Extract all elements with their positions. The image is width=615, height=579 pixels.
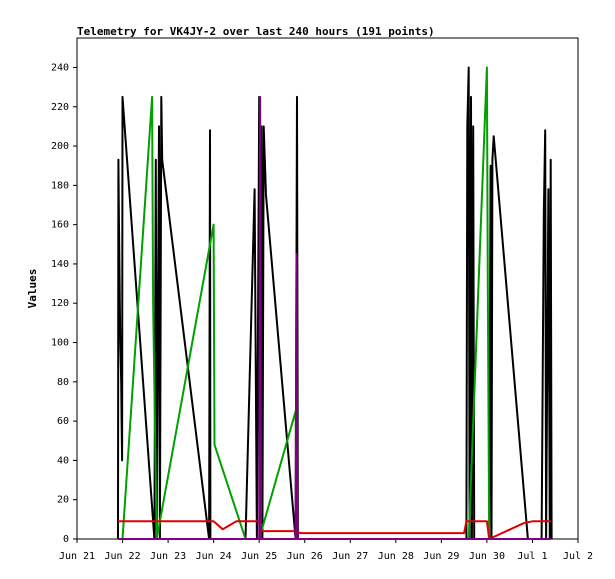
series-line-3 (118, 520, 551, 540)
y-tick-label: 80 (57, 377, 69, 388)
series-line-4 (118, 95, 551, 540)
x-tick-label: Jun 21 (59, 551, 95, 562)
x-tick-label: Jun 23 (150, 551, 186, 562)
series-layer (117, 66, 553, 540)
y-axis-label: Values (26, 269, 39, 309)
y-tick-label: 100 (51, 338, 69, 349)
x-tick-label: Jun 27 (332, 551, 368, 562)
x-tick-label: Jun 29 (423, 551, 459, 562)
y-tick-label: 200 (51, 141, 69, 152)
x-tick-label: Jun 22 (104, 551, 140, 562)
y-tick-label: 140 (51, 259, 69, 270)
x-tick-label: Jun 26 (287, 551, 323, 562)
chart-title: Telemetry for VK4JY-2 over last 240 hour… (77, 25, 435, 38)
y-tick-label: 220 (51, 102, 69, 113)
y-tick-label: 240 (51, 62, 69, 73)
y-tick-label: 0 (63, 534, 69, 545)
y-tick-label: 120 (51, 298, 69, 309)
x-tick-label: Jun 30 (469, 551, 505, 562)
y-tick-label: 160 (51, 220, 69, 231)
y-tick-label: 60 (57, 416, 69, 427)
x-tick-label: Jul 1 (517, 551, 547, 562)
x-tick-label: Jul 2 (563, 551, 593, 562)
x-tick-label: Jun 25 (241, 551, 277, 562)
x-tick-label: Jun 28 (378, 551, 414, 562)
y-tick-label: 180 (51, 180, 69, 191)
x-axis-ticks: Jun 21 Jun 22 Jun 23 Jun 24 Jun 25 Jun 26 Jun … (59, 539, 593, 562)
x-tick-label: Jun 24 (196, 551, 232, 562)
y-tick-label: 40 (57, 455, 69, 466)
series-line-2 (121, 66, 491, 540)
y-axis-ticks: 0 20 40 60 80 100 120 140 160 180 200 220 240 (51, 62, 77, 545)
series-line-1 (117, 66, 553, 540)
y-tick-label: 20 (57, 495, 69, 506)
